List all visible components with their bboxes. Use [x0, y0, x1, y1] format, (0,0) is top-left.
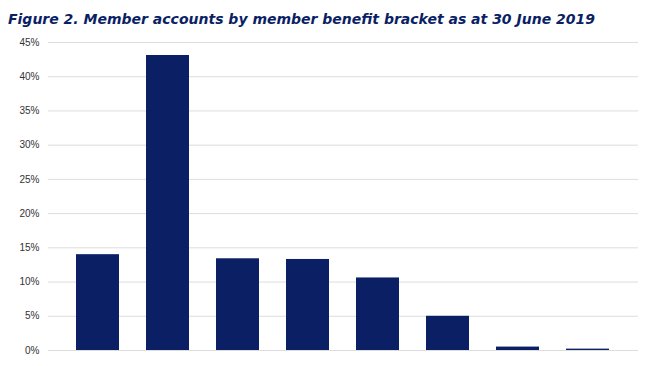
- svg-text:40%: 40%: [19, 71, 39, 82]
- svg-text:25%: 25%: [19, 174, 39, 185]
- svg-text:5%: 5%: [25, 310, 40, 321]
- svg-text:10%: 10%: [19, 276, 39, 287]
- svg-text:20%: 20%: [19, 208, 39, 219]
- svg-text:45%: 45%: [19, 37, 39, 48]
- svg-text:15%: 15%: [19, 242, 39, 253]
- svg-text:35%: 35%: [19, 105, 39, 116]
- svg-text:0%: 0%: [25, 345, 40, 356]
- html-text:Figure 2. Member accounts by m: Figure 2. Member accounts by member bene…: [8, 11, 595, 27]
- svg-text:30%: 30%: [19, 139, 39, 150]
